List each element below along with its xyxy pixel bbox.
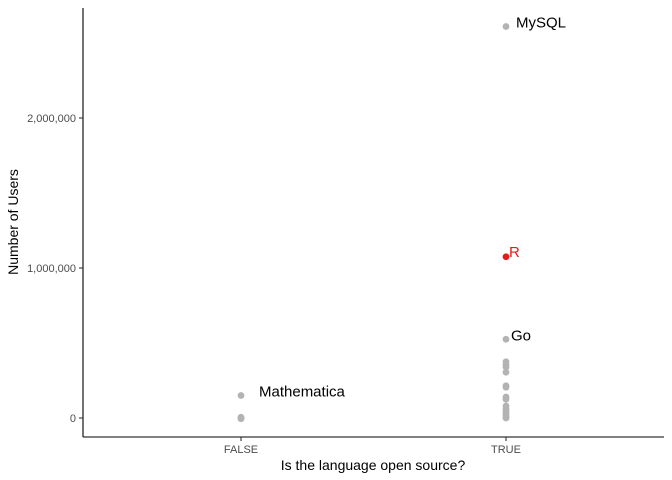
- y-axis-title: Number of Users: [5, 169, 21, 275]
- data-point: [502, 383, 510, 391]
- data-point: [502, 363, 510, 371]
- point-label-mathematica: Mathematica: [259, 384, 346, 401]
- y-tick-label: 2,000,000: [27, 113, 76, 125]
- data-point-mysql: [502, 23, 510, 30]
- data-point: [502, 368, 510, 376]
- x-axis-title: Is the language open source?: [281, 457, 466, 473]
- axes: [82, 8, 664, 438]
- data-point: [502, 395, 510, 403]
- x-tick-label: TRUE: [491, 444, 521, 456]
- data-point: [502, 414, 510, 422]
- data-point-go: [502, 335, 510, 343]
- point-label-mysql: MySQL: [516, 15, 566, 32]
- x-ticks: FALSE TRUE: [224, 437, 521, 456]
- data-point: [237, 415, 245, 423]
- y-ticks: 0 1,000,000 2,000,000: [27, 113, 83, 425]
- y-tick-label: 0: [70, 413, 76, 425]
- y-tick-label: 1,000,000: [27, 263, 76, 275]
- point-label-go: Go: [511, 327, 531, 344]
- data-points: [237, 23, 510, 423]
- x-tick-label: FALSE: [224, 444, 258, 456]
- point-label-r: R: [509, 244, 520, 261]
- data-point-r: [502, 253, 510, 261]
- data-point-mathematica: [237, 392, 245, 399]
- point-labels: Mathematica MySQL Go R: [259, 15, 566, 401]
